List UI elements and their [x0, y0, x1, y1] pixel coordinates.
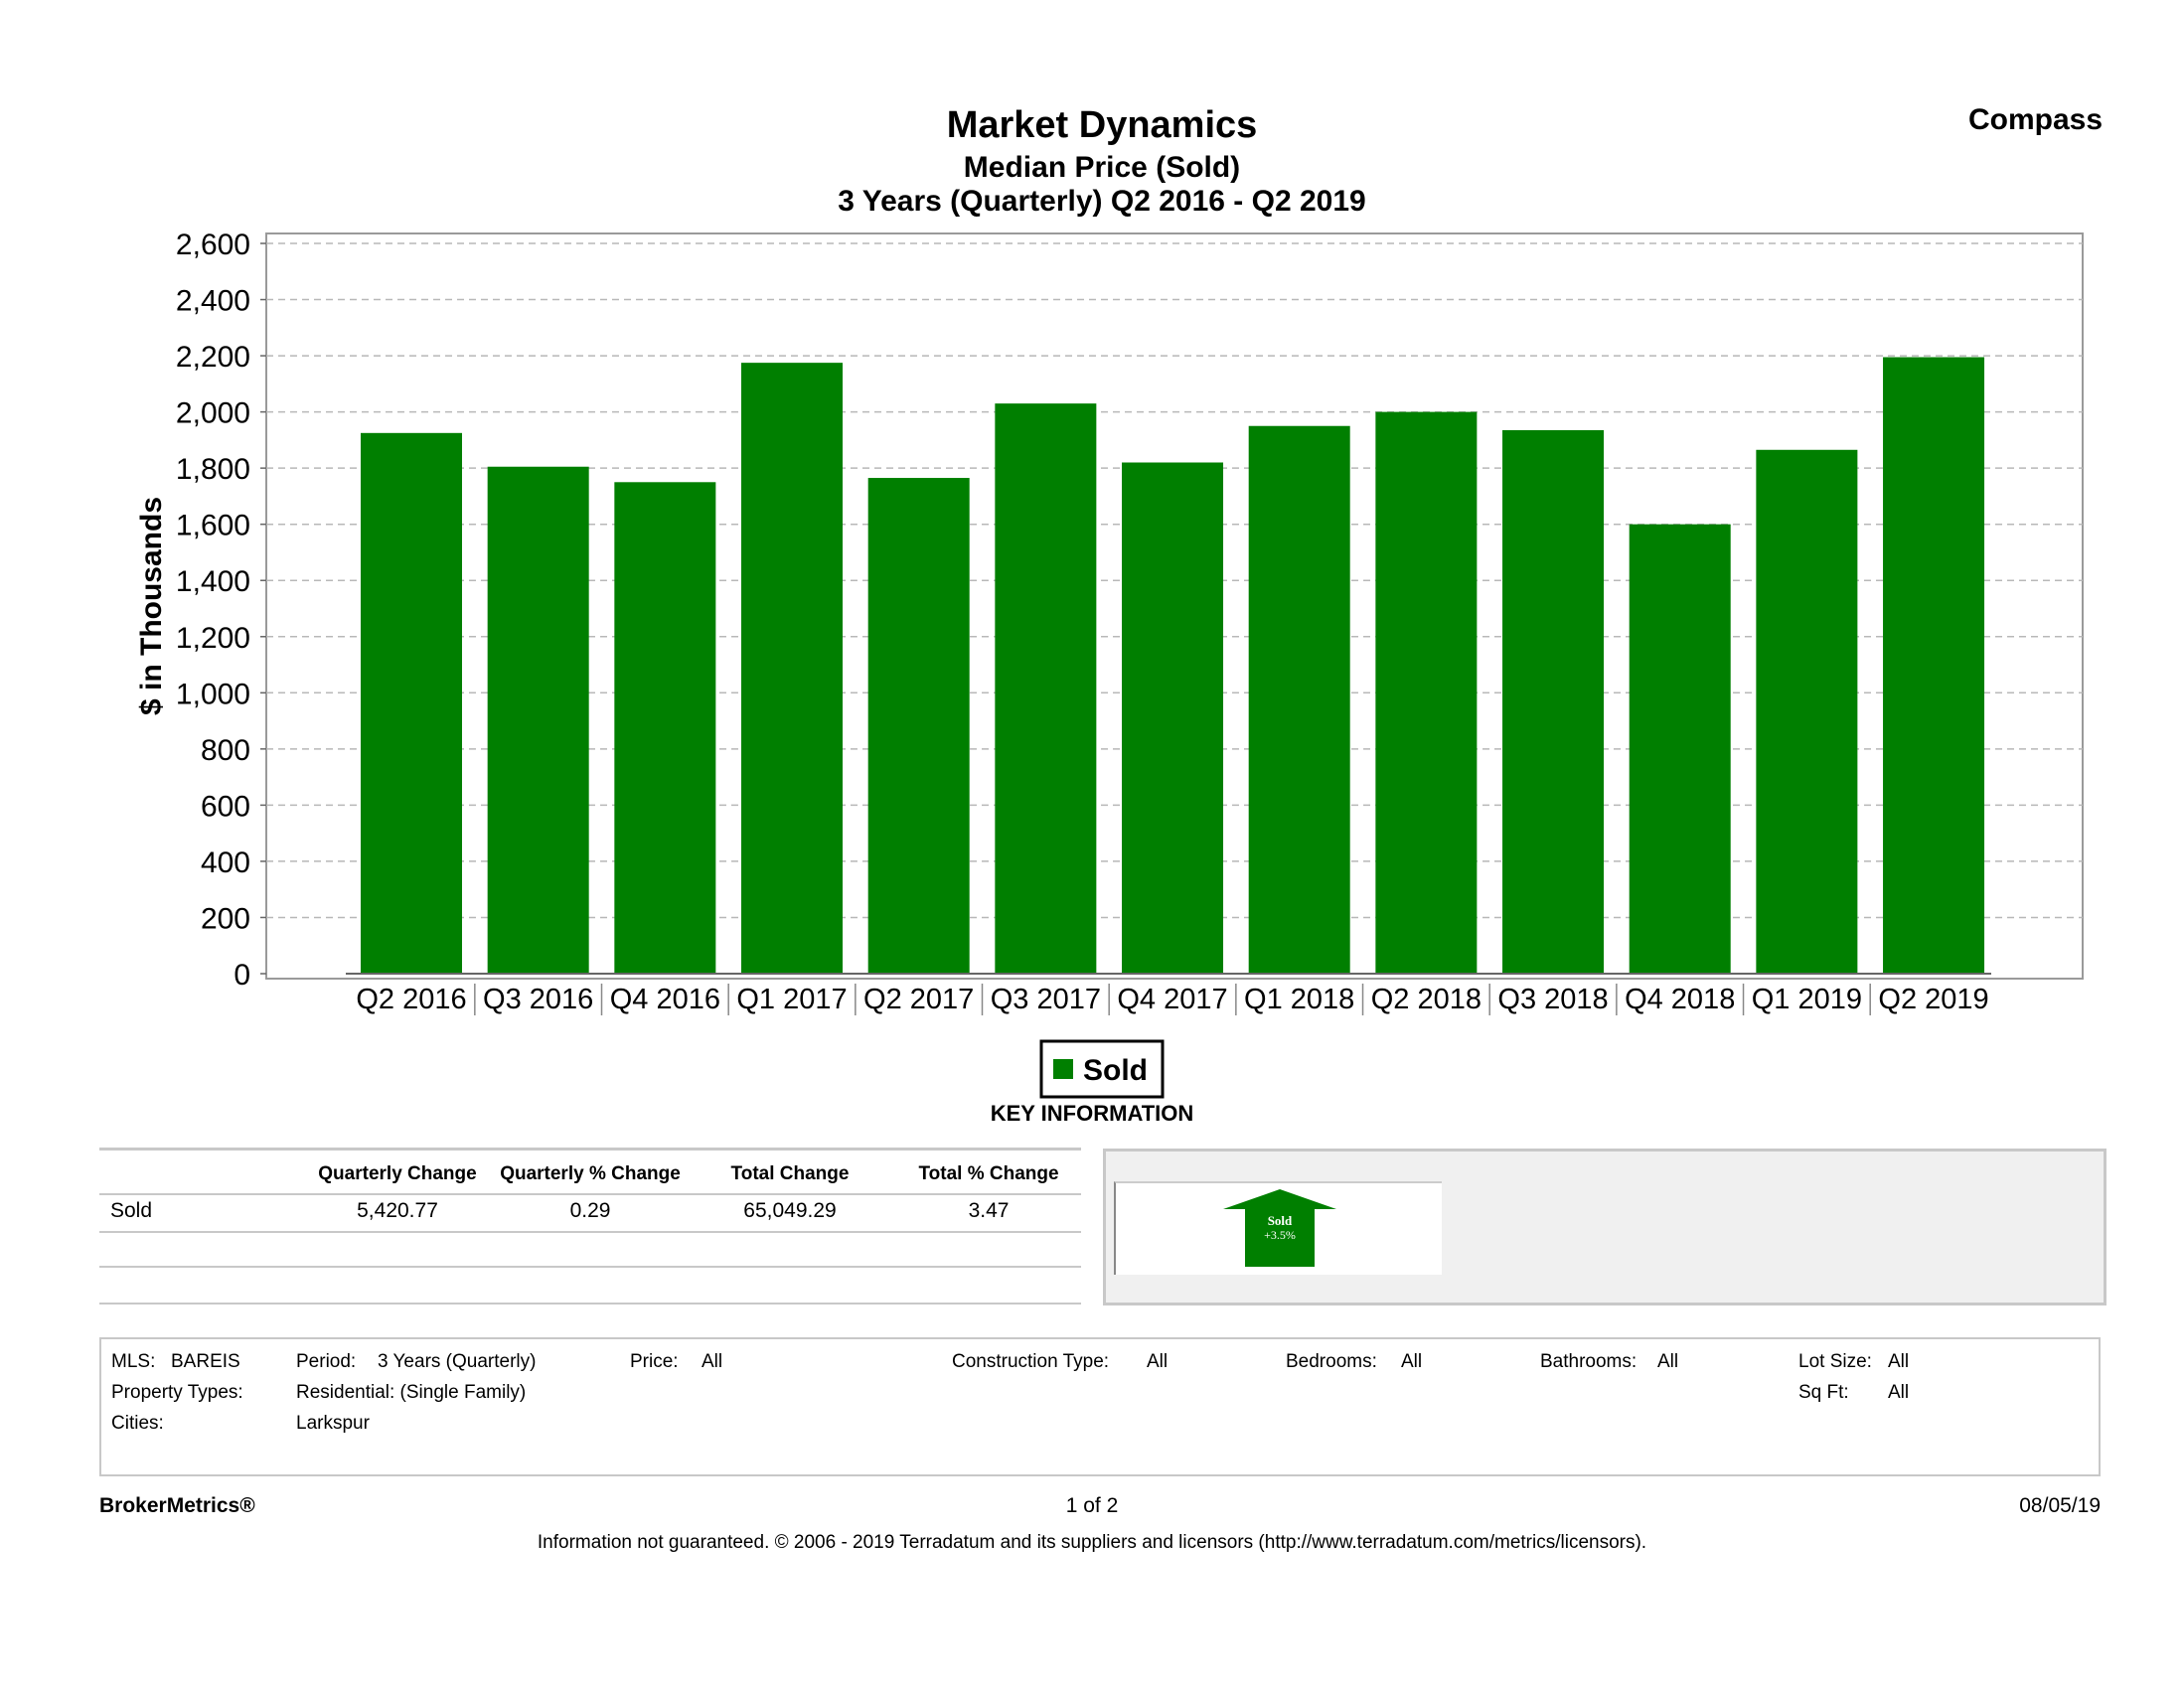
chart-title: Market Dynamics	[947, 104, 1258, 146]
bar-q1-2017	[741, 363, 844, 974]
bedrooms-value: All	[1401, 1351, 1423, 1372]
bar-q1-2018	[1248, 425, 1350, 974]
filter-criteria-panel: MLS: BAREIS Period: 3 Years (Quarterly) …	[99, 1337, 2101, 1476]
bar-q3-2017	[995, 403, 1097, 974]
bar-q2-2018	[1375, 411, 1478, 975]
y-tick-label: 400	[201, 846, 250, 879]
x-tick-label: Q2 2017	[863, 984, 974, 1015]
bar-q1-2019	[1756, 449, 1858, 975]
y-tick-label: 1,600	[176, 510, 250, 542]
chart-subtitle: Median Price (Sold)	[964, 151, 1240, 184]
header-quarterly-change: Quarterly Change	[318, 1163, 477, 1184]
y-tick-label: 800	[201, 734, 250, 767]
y-tick-label: 1,000	[176, 678, 250, 710]
x-tick-label: Q3 2017	[991, 984, 1101, 1015]
brand-name: Compass	[1968, 103, 2103, 136]
chart-subtitle-period: 3 Years (Quarterly) Q2 2016 - Q2 2019	[838, 185, 1365, 218]
bathrooms-value: All	[1657, 1351, 1679, 1372]
table-header-rule	[99, 1193, 1081, 1195]
key-information-table: Quarterly Change Quarterly % Change Tota…	[99, 1148, 1081, 1306]
x-tick-label: Q2 2016	[356, 984, 466, 1015]
bar-q4-2018	[1629, 524, 1731, 974]
bathrooms-label: Bathrooms:	[1540, 1351, 1638, 1372]
up-arrow-icon: Sold +3.5%	[1223, 1189, 1336, 1267]
bar-q2-2017	[867, 478, 970, 974]
row-label-sold: Sold	[110, 1199, 153, 1222]
footer-disclaimer: Information not guaranteed. © 2006 - 201…	[537, 1532, 1647, 1553]
y-tick-label: 2,400	[176, 285, 250, 318]
indicator-label: Sold	[1268, 1213, 1293, 1228]
bar-q4-2016	[614, 482, 716, 974]
mls-value: BAREIS	[171, 1351, 240, 1372]
x-tick-label: Q1 2017	[736, 984, 847, 1015]
table-bottom-rule	[99, 1303, 1081, 1305]
bar-q3-2018	[1502, 429, 1605, 975]
footer-brand: BrokerMetrics®	[99, 1494, 255, 1517]
cell-total-pct-change: 3.47	[968, 1199, 1010, 1222]
y-axis: 0 200 400 600 800 1,000 1,200 1,400 1,600 1,800 2,…	[176, 229, 266, 992]
lot-size-label: Lot Size:	[1798, 1351, 1872, 1372]
legend-swatch-sold	[1053, 1059, 1073, 1079]
y-tick-label: 1,400	[176, 565, 250, 598]
header-total-pct-change: Total % Change	[918, 1163, 1059, 1184]
footer-page-number: 1 of 2	[1065, 1494, 1119, 1517]
price-value: All	[702, 1351, 723, 1372]
table-top-rule	[99, 1148, 1081, 1151]
key-information-title: KEY INFORMATION	[990, 1101, 1194, 1126]
x-axis: Q2 2016 Q3 2016 Q4 2016 Q1 2017 Q2 2017 Q3 20…	[346, 973, 1991, 1015]
construction-type-label: Construction Type:	[952, 1351, 1110, 1372]
header-quarterly-pct-change: Quarterly % Change	[500, 1163, 681, 1184]
cell-quarterly-pct-change: 0.29	[569, 1199, 611, 1222]
period-value: 3 Years (Quarterly)	[378, 1351, 537, 1372]
bar-series-sold	[361, 357, 1985, 975]
legend-label-sold: Sold	[1083, 1054, 1148, 1087]
bar-q4-2017	[1122, 462, 1224, 974]
x-tick-label: Q1 2018	[1244, 984, 1354, 1015]
y-tick-label: 2,600	[176, 229, 250, 261]
y-tick-label: 2,000	[176, 397, 250, 430]
property-types-label: Property Types:	[111, 1382, 243, 1403]
footer-date: 08/05/19	[2019, 1494, 2101, 1517]
table-row-rule	[99, 1231, 1081, 1233]
cell-total-change: 65,049.29	[743, 1199, 837, 1222]
x-tick-label: Q4 2016	[610, 984, 720, 1015]
indicator-value: +3.5%	[1264, 1228, 1296, 1242]
x-tick-label: Q3 2016	[483, 984, 593, 1015]
y-tick-label: 600	[201, 790, 250, 823]
x-tick-label: Q2 2019	[1878, 984, 1988, 1015]
table-row-rule	[99, 1266, 1081, 1268]
bar-q2-2019	[1883, 357, 1985, 975]
cell-quarterly-change: 5,420.77	[357, 1199, 438, 1222]
change-summary-panel: Sold +3.5%	[1103, 1149, 2106, 1305]
period-label: Period:	[296, 1351, 357, 1372]
x-tick-label: Q1 2019	[1752, 984, 1862, 1015]
legend: Sold	[1039, 1039, 1165, 1099]
sq-ft-label: Sq Ft:	[1798, 1382, 1849, 1403]
cities-label: Cities:	[111, 1413, 164, 1434]
cities-value: Larkspur	[296, 1413, 370, 1434]
property-types-value: Residential: (Single Family)	[296, 1382, 527, 1403]
sq-ft-value: All	[1888, 1382, 1910, 1403]
y-axis-label: $ in Thousands	[135, 497, 168, 715]
x-tick-label: Q4 2018	[1625, 984, 1735, 1015]
y-tick-label: 1,800	[176, 453, 250, 486]
bedrooms-label: Bedrooms:	[1286, 1351, 1377, 1372]
construction-type-value: All	[1147, 1351, 1169, 1372]
y-tick-label: 2,200	[176, 341, 250, 374]
change-indicator: Sold +3.5%	[1114, 1181, 1442, 1275]
bar-q2-2016	[361, 432, 462, 974]
x-tick-label: Q3 2018	[1497, 984, 1608, 1015]
lot-size-value: All	[1888, 1351, 1910, 1372]
market-dynamics-chart: Market Dynamics Median Price (Sold) 3 Ye…	[135, 103, 2103, 1099]
price-label: Price:	[630, 1351, 679, 1372]
x-tick-label: Q2 2018	[1371, 984, 1482, 1015]
y-tick-label: 0	[234, 959, 250, 992]
bar-q3-2016	[487, 466, 589, 974]
mls-label: MLS:	[111, 1351, 156, 1372]
y-tick-label: 1,200	[176, 622, 250, 655]
header-total-change: Total Change	[730, 1163, 850, 1184]
y-tick-label: 200	[201, 902, 250, 935]
x-tick-label: Q4 2017	[1117, 984, 1227, 1015]
